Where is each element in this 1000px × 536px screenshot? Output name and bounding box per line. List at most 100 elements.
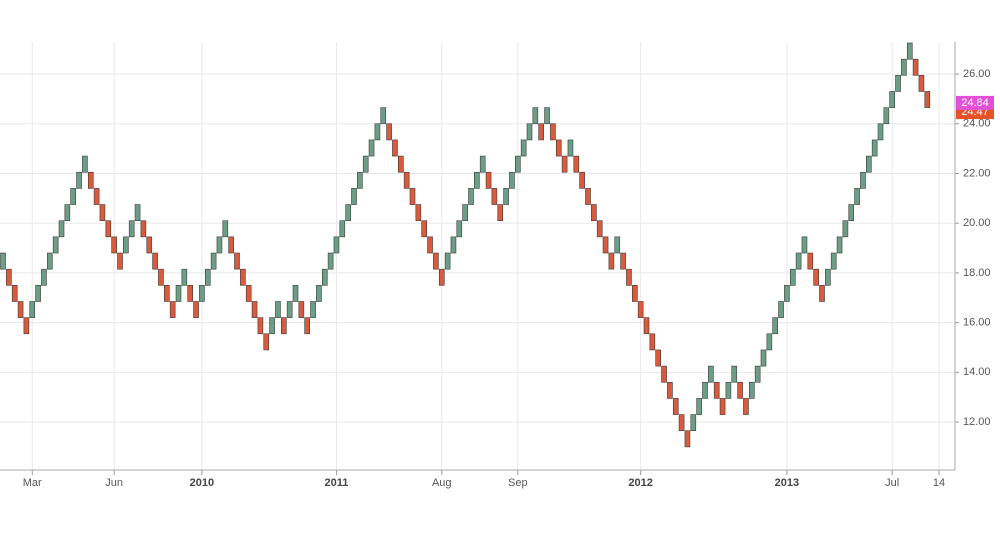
up-brick: [789, 268, 796, 286]
y-tick-label: 12.00: [963, 416, 991, 428]
down-brick: [257, 317, 264, 335]
up-brick: [275, 301, 281, 318]
down-brick: [187, 285, 193, 302]
down-brick: [392, 139, 398, 157]
down-brick: [228, 236, 234, 254]
up-brick: [52, 236, 59, 254]
down-brick: [240, 268, 246, 286]
down-brick: [11, 285, 18, 302]
up-brick: [854, 188, 860, 205]
down-brick: [661, 365, 667, 383]
up-brick: [520, 139, 527, 157]
down-brick: [6, 268, 12, 286]
down-brick: [117, 252, 123, 270]
down-brick: [924, 91, 931, 108]
down-brick: [655, 349, 662, 367]
up-brick: [754, 365, 761, 383]
down-brick: [743, 398, 749, 415]
up-brick: [450, 236, 457, 254]
up-brick: [70, 188, 76, 205]
up-brick: [46, 252, 53, 270]
down-brick: [263, 333, 270, 351]
up-brick: [567, 139, 574, 157]
up-brick: [836, 236, 843, 254]
up-brick: [760, 349, 767, 367]
down-brick: [403, 171, 410, 189]
up-brick: [82, 155, 88, 173]
up-brick: [801, 236, 808, 254]
y-tick-label: 14.00: [963, 366, 991, 378]
up-brick: [778, 301, 784, 318]
up-brick: [210, 252, 217, 270]
down-brick: [280, 317, 287, 335]
up-brick: [128, 220, 135, 238]
up-brick: [462, 204, 468, 222]
up-brick: [871, 139, 878, 157]
up-brick: [748, 381, 755, 399]
up-brick: [830, 252, 837, 270]
up-brick: [374, 123, 381, 141]
up-brick: [702, 381, 708, 399]
down-brick: [649, 333, 656, 351]
up-brick: [339, 220, 346, 238]
down-brick: [438, 268, 445, 286]
up-brick: [35, 285, 41, 302]
y-tick-label: 22.00: [963, 167, 991, 179]
down-brick: [561, 155, 568, 173]
up-brick: [321, 268, 328, 286]
up-brick: [842, 220, 849, 238]
down-brick: [146, 236, 153, 254]
up-brick: [175, 285, 182, 302]
up-brick: [532, 107, 539, 125]
down-brick: [737, 381, 743, 399]
down-brick: [152, 252, 158, 270]
price-tag-label: 24.84: [961, 97, 989, 109]
down-brick: [298, 301, 305, 318]
up-brick: [204, 268, 211, 286]
down-brick: [591, 204, 597, 222]
price-tag: [956, 95, 994, 110]
down-brick: [585, 188, 591, 205]
up-brick: [509, 171, 515, 189]
up-brick: [286, 301, 293, 318]
down-brick: [672, 398, 679, 415]
down-brick: [807, 252, 814, 270]
up-brick: [696, 398, 702, 415]
up-brick: [614, 236, 621, 254]
down-brick: [538, 123, 545, 141]
up-brick: [526, 123, 533, 141]
up-brick: [708, 365, 714, 383]
down-brick: [713, 381, 720, 399]
down-brick: [169, 301, 176, 318]
up-brick: [731, 365, 738, 383]
down-brick: [234, 252, 240, 270]
down-brick: [421, 220, 428, 238]
up-brick: [772, 317, 779, 335]
down-brick: [485, 171, 492, 189]
down-brick: [819, 285, 825, 302]
down-brick: [573, 155, 580, 173]
up-brick: [895, 75, 901, 92]
up-brick: [134, 204, 141, 222]
down-brick: [251, 301, 258, 318]
up-brick: [690, 414, 697, 432]
up-brick: [123, 236, 129, 254]
down-brick: [620, 252, 626, 270]
up-brick: [479, 155, 486, 173]
up-brick: [544, 107, 550, 125]
down-brick: [304, 317, 311, 335]
down-brick: [719, 398, 726, 415]
down-brick: [158, 268, 164, 286]
down-brick: [23, 317, 30, 335]
up-brick: [784, 285, 790, 302]
up-brick: [316, 285, 322, 302]
down-brick: [415, 204, 422, 222]
up-brick: [860, 171, 866, 189]
up-brick: [29, 301, 36, 318]
down-brick: [87, 171, 94, 189]
up-brick: [0, 252, 6, 270]
x-tick-label: Jun: [105, 477, 123, 489]
down-brick: [491, 188, 498, 205]
x-tick-label: 2013: [775, 477, 799, 489]
down-brick: [608, 252, 615, 270]
